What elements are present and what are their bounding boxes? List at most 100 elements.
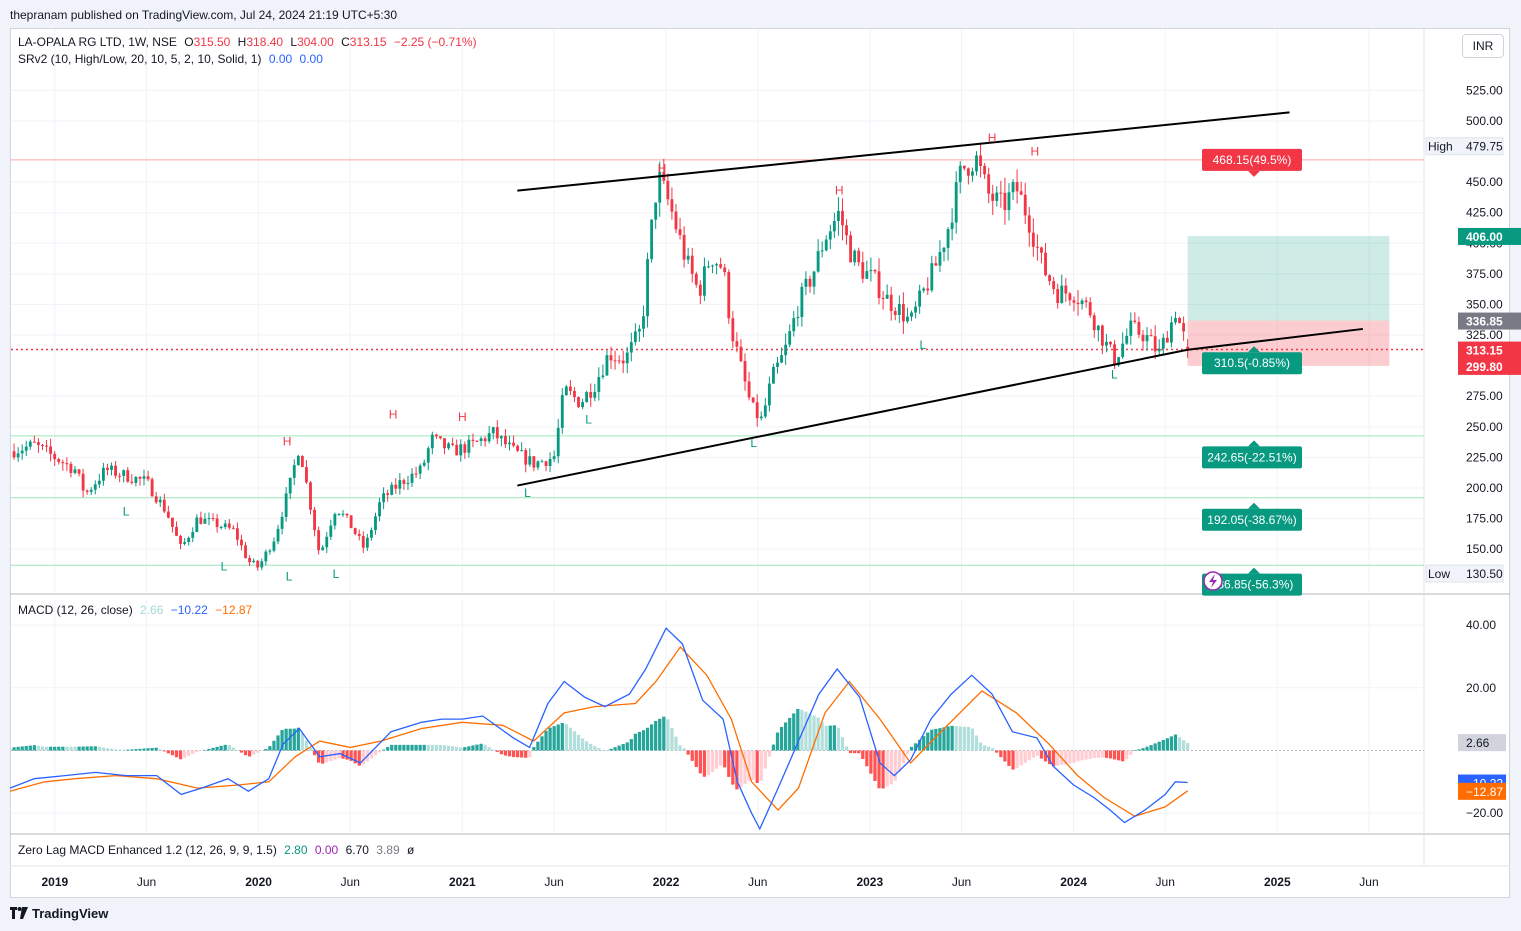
candle-body [1031,232,1035,247]
macd-hist-bar [134,749,138,751]
macd-hist-bar [227,744,231,751]
candle-body [45,445,48,447]
candle-body [69,463,73,473]
macd-hist-bar [353,750,357,764]
candle-body [101,467,105,481]
candle-body [877,271,881,298]
candle-body [240,539,243,546]
tradingview-wordmark: TradingView [32,906,109,921]
macd-hist-bar [678,745,682,751]
candle-body [589,392,593,398]
macd-hist-bar [893,750,897,781]
macd-title[interactable]: MACD (12, 26, close) [18,603,133,617]
candle-body [881,297,885,299]
macd-hist-bar [1011,750,1015,770]
high-value: 479.75 [1466,140,1503,154]
candle-body [479,438,483,442]
candle-body [1113,344,1116,366]
srv2-title[interactable]: SRv2 (10, High/Low, 20, 10, 5, 2, 10, So… [18,52,262,66]
candle-body [422,462,426,466]
macd-hist-bar [739,750,743,788]
candle-body [991,193,995,201]
time-axis-label: Jun [952,875,971,889]
candle-body [284,493,288,517]
level-label: 242.65(-22.51%) [1207,450,1296,464]
flash-bolt-icon [1209,574,1217,588]
currency-button[interactable]: INR [1462,34,1504,58]
symbol-name[interactable]: LA-OPALA RG LTD, 1W, NSE [18,35,177,49]
time-axis-label: 2024 [1060,875,1087,889]
macd-hist-bar [317,750,321,763]
candle-body [53,453,57,460]
candle-body [248,557,252,563]
macd-hist-bar [913,743,918,751]
macd-hist-bar [118,749,122,751]
macd-hist-bar [1035,750,1040,756]
macd-hist-bar [670,727,674,751]
tradingview-logo[interactable]: TradingView [10,906,108,921]
macd-hist-bar [1056,750,1060,766]
macd-hist-bar [495,750,499,752]
candle-body [1040,247,1043,253]
macd-hist-bar [690,750,694,761]
macd-hist-bar [613,747,617,751]
candle-body [1169,322,1173,343]
candle-body [410,473,414,483]
low-word: Low [1428,567,1450,581]
candle-body [475,440,479,442]
macd-hist-bar [946,726,950,751]
candle-body [1084,300,1088,303]
candle-body [828,231,832,240]
candle-body [906,316,909,322]
candle-body [682,235,686,260]
macd-hist-bar [848,750,853,754]
top-bar: thepranam published on TradingView.com, … [0,0,1521,28]
macd-hist-bar [93,746,97,751]
macd-hist-bar [1027,750,1031,761]
macd-hist-bar [930,729,934,751]
candle-body [597,377,601,392]
candle-body [341,513,345,515]
candle-body [264,551,268,562]
price-badge-label: 336.85 [1466,315,1503,329]
macd-hist-bar [1092,750,1096,759]
macd-hist-bar [905,750,910,755]
candle-body [439,436,442,439]
candle-body [426,448,430,463]
macd-hist-bar [426,744,430,751]
macd-hist-bar [422,744,426,751]
macd-hist-bar [377,750,382,753]
candle-body [934,263,938,266]
macd-hist-bar [548,727,552,751]
zlm-title[interactable]: Zero Lag MACD Enhanced 1.2 (12, 26, 9, 9… [18,843,277,857]
macd-hist-bar [483,744,487,751]
time-axis-label: 2019 [41,875,68,889]
macd-hist-bar [1112,750,1117,760]
swing-low-label: L [123,504,130,518]
candle-body [812,271,816,287]
candle-body [1064,285,1068,294]
candle-body [824,239,828,251]
candle-body [780,355,783,363]
candle-body [524,450,528,465]
macd-hist-bar [207,748,211,751]
macd-hist-bar [909,746,914,751]
macd-hist-bar [191,750,195,754]
candle-body [849,235,853,263]
macd-line-value: −10.22 [170,603,208,617]
macd-hist-bar [532,747,536,751]
macd-hist-bar [999,750,1003,758]
candle-body [873,270,877,272]
macd-hist-bar [869,750,873,774]
macd-hist-bar [1108,750,1113,759]
candle-body [219,527,223,529]
candle-body [150,479,154,497]
macd-hist-bar [792,713,796,751]
candle-body [638,328,641,332]
price-badge-label: 313.15 [1466,344,1503,358]
swing-high-label: H [1031,144,1040,158]
candle-body [491,427,495,434]
time-axis-label: Jun [1359,875,1378,889]
macd-hist-bar [1149,745,1153,751]
